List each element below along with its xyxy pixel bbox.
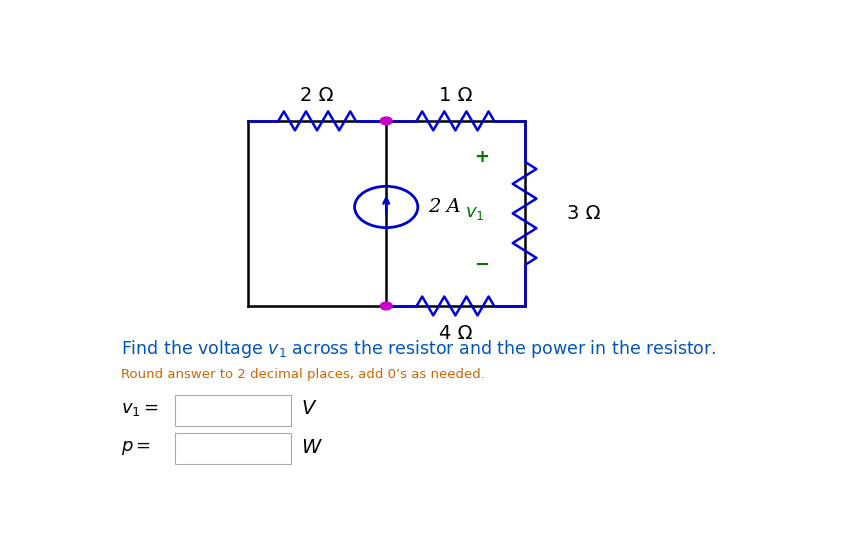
Text: 3 Ω: 3 Ω	[568, 204, 601, 223]
Text: Find the voltage $v_1$ across the resistor and the power in the resistor.: Find the voltage $v_1$ across the resist…	[121, 338, 716, 360]
Text: $V$: $V$	[301, 400, 317, 418]
Circle shape	[380, 117, 392, 125]
Text: $W$: $W$	[301, 439, 322, 457]
Text: 1 Ω: 1 Ω	[439, 86, 472, 105]
Text: 2 A: 2 A	[428, 198, 461, 216]
FancyBboxPatch shape	[175, 433, 291, 465]
Text: $p =$: $p =$	[121, 439, 150, 457]
Text: 2 Ω: 2 Ω	[300, 86, 334, 105]
Text: $v_1$: $v_1$	[466, 205, 484, 222]
Text: $v_1 =$: $v_1 =$	[121, 400, 159, 418]
Circle shape	[380, 302, 392, 310]
Text: −: −	[474, 256, 490, 274]
Text: 4 Ω: 4 Ω	[439, 324, 472, 343]
Text: +: +	[474, 149, 490, 167]
FancyBboxPatch shape	[175, 395, 291, 425]
Text: Round answer to 2 decimal places, add 0’s as needed.: Round answer to 2 decimal places, add 0’…	[121, 368, 484, 381]
